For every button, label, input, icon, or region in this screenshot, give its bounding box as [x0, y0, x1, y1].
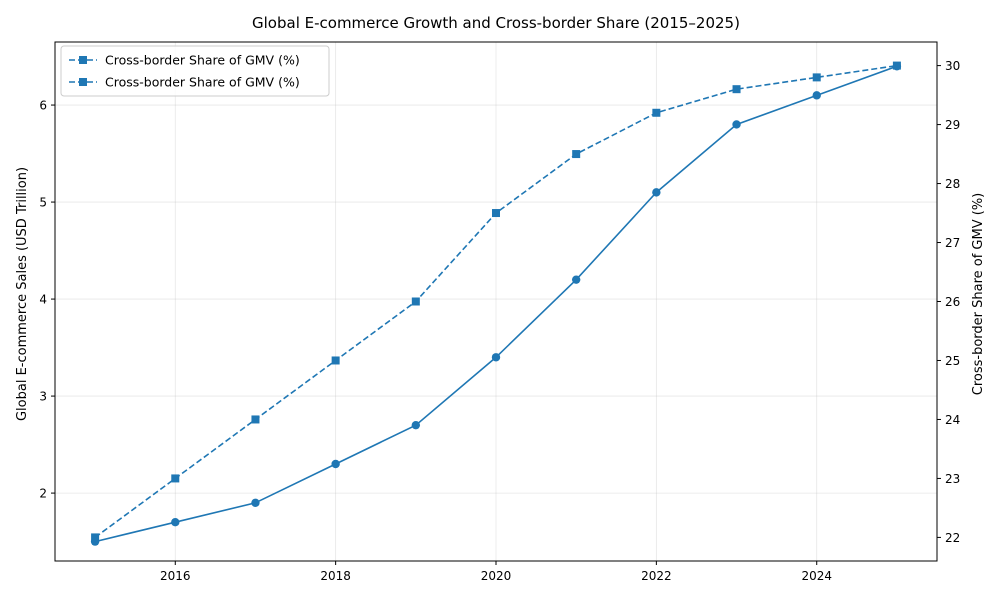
y-right-tick-label: 29 — [945, 118, 960, 132]
cross-border-share-point — [251, 415, 260, 424]
x-tick-label: 2022 — [641, 569, 672, 583]
ecommerce-sales-point — [652, 188, 661, 197]
y-right-tick-label: 27 — [945, 236, 960, 250]
cross-border-share-point — [732, 85, 741, 94]
y-right-tick-label: 28 — [945, 177, 960, 191]
cross-border-share-point — [652, 108, 661, 117]
x-tick-label: 2018 — [320, 569, 351, 583]
legend-label: Cross-border Share of GMV (%) — [105, 75, 300, 90]
y-left-tick-label: 6 — [39, 99, 47, 113]
x-tick-label: 2016 — [160, 569, 191, 583]
y-left-tick-label: 3 — [39, 390, 47, 404]
cross-border-share-point — [572, 150, 581, 159]
cross-border-share-point — [91, 533, 100, 542]
cross-border-share-point — [331, 356, 340, 365]
chart-title: Global E-commerce Growth and Cross-borde… — [252, 14, 740, 32]
y-right-tick-label: 23 — [945, 472, 960, 486]
legend-label: Cross-border Share of GMV (%) — [105, 53, 300, 68]
axes-layer: 2016 2018 2020 2022 202423456222324252627282… — [39, 41, 960, 583]
cross-border-share-point — [892, 61, 901, 70]
y-right-tick-label: 24 — [945, 413, 960, 427]
y-left-tick-label: 2 — [39, 487, 47, 501]
y-right-tick-label: 22 — [945, 531, 960, 545]
cross-border-share-point — [492, 209, 500, 218]
x-tick-label: 2024 — [801, 569, 832, 583]
legend: Cross-border Share of GMV (%) Cross-borde… — [60, 45, 330, 97]
y-right-tick-label: 25 — [945, 354, 960, 368]
ecommerce-sales-point — [411, 420, 421, 430]
y-right-tick-label: 26 — [945, 295, 960, 309]
ecommerce-sales-point — [732, 120, 741, 129]
ecommerce-sales-point — [812, 91, 821, 100]
ecommerce-sales-point — [251, 498, 260, 507]
x-tick-label: 2020 — [481, 569, 512, 583]
ecommerce-sales-point — [331, 459, 340, 469]
ecommerce-sales-point — [571, 275, 581, 284]
y-axis-right-title: Cross-border Share of GMV (%) — [971, 193, 986, 396]
ecommerce-sales-point — [491, 353, 501, 362]
legend-marker-swatch — [79, 78, 87, 86]
cross-border-share-point — [812, 73, 821, 82]
cross-border-share-point — [171, 474, 180, 483]
legend-box — [60, 45, 330, 97]
legend-marker-swatch — [79, 56, 87, 64]
y-left-tick-label: 4 — [39, 293, 47, 307]
ecommerce-sales-point — [171, 517, 180, 527]
cross-border-share-point — [411, 297, 420, 306]
series-layer — [90, 61, 902, 546]
y-axis-left-title: Global E-commerce Sales (USD Trillion) — [15, 167, 30, 421]
y-left-tick-label: 5 — [39, 196, 47, 210]
y-right-tick-label: 30 — [945, 59, 960, 73]
